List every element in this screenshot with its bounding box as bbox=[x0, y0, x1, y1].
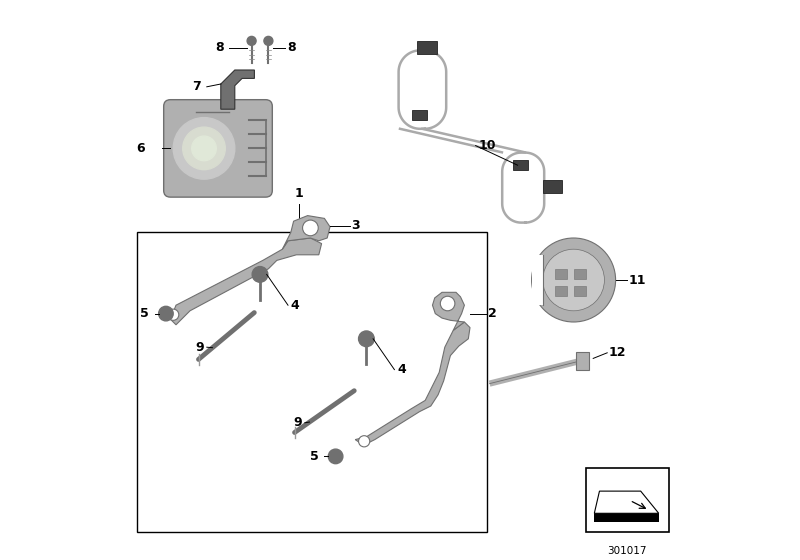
Text: 5: 5 bbox=[310, 450, 318, 463]
Circle shape bbox=[247, 36, 256, 45]
Text: 12: 12 bbox=[609, 346, 626, 360]
Circle shape bbox=[192, 136, 216, 161]
Bar bbox=[554, 286, 567, 296]
Text: 7: 7 bbox=[193, 80, 202, 94]
Circle shape bbox=[168, 309, 179, 320]
Bar bbox=[574, 286, 586, 296]
Text: 9: 9 bbox=[294, 416, 302, 430]
Polygon shape bbox=[594, 491, 658, 514]
Bar bbox=[594, 513, 658, 522]
Polygon shape bbox=[433, 292, 464, 330]
FancyBboxPatch shape bbox=[164, 100, 272, 197]
Circle shape bbox=[158, 306, 174, 321]
Circle shape bbox=[328, 449, 343, 464]
Bar bbox=[417, 41, 437, 54]
Circle shape bbox=[358, 436, 370, 447]
Text: 3: 3 bbox=[351, 219, 360, 232]
Bar bbox=[586, 468, 669, 532]
Circle shape bbox=[252, 267, 268, 282]
Polygon shape bbox=[531, 255, 542, 305]
Text: 5: 5 bbox=[140, 307, 149, 320]
Polygon shape bbox=[355, 322, 470, 445]
Circle shape bbox=[264, 36, 273, 45]
Text: 9: 9 bbox=[195, 340, 204, 354]
Circle shape bbox=[174, 118, 235, 179]
Bar bbox=[137, 232, 486, 532]
Text: 11: 11 bbox=[629, 273, 646, 287]
Text: 301017: 301017 bbox=[608, 546, 647, 556]
Text: 6: 6 bbox=[137, 142, 146, 155]
Circle shape bbox=[302, 220, 318, 236]
Circle shape bbox=[542, 249, 604, 311]
Circle shape bbox=[182, 127, 226, 170]
Circle shape bbox=[358, 331, 374, 347]
Text: 8: 8 bbox=[287, 41, 295, 54]
Polygon shape bbox=[221, 70, 254, 109]
Text: 4: 4 bbox=[397, 363, 406, 376]
Text: 2: 2 bbox=[489, 307, 498, 320]
Bar bbox=[542, 180, 562, 193]
Circle shape bbox=[531, 238, 615, 322]
Polygon shape bbox=[282, 216, 330, 249]
Bar bbox=[574, 269, 586, 279]
Bar bbox=[513, 160, 528, 170]
Polygon shape bbox=[170, 238, 322, 325]
Bar bbox=[412, 110, 427, 120]
Bar bbox=[576, 352, 589, 370]
Text: 1: 1 bbox=[295, 186, 303, 200]
Bar bbox=[554, 269, 567, 279]
Circle shape bbox=[440, 296, 455, 311]
Text: 4: 4 bbox=[290, 298, 299, 312]
Text: 10: 10 bbox=[478, 139, 496, 152]
Text: 8: 8 bbox=[215, 41, 224, 54]
